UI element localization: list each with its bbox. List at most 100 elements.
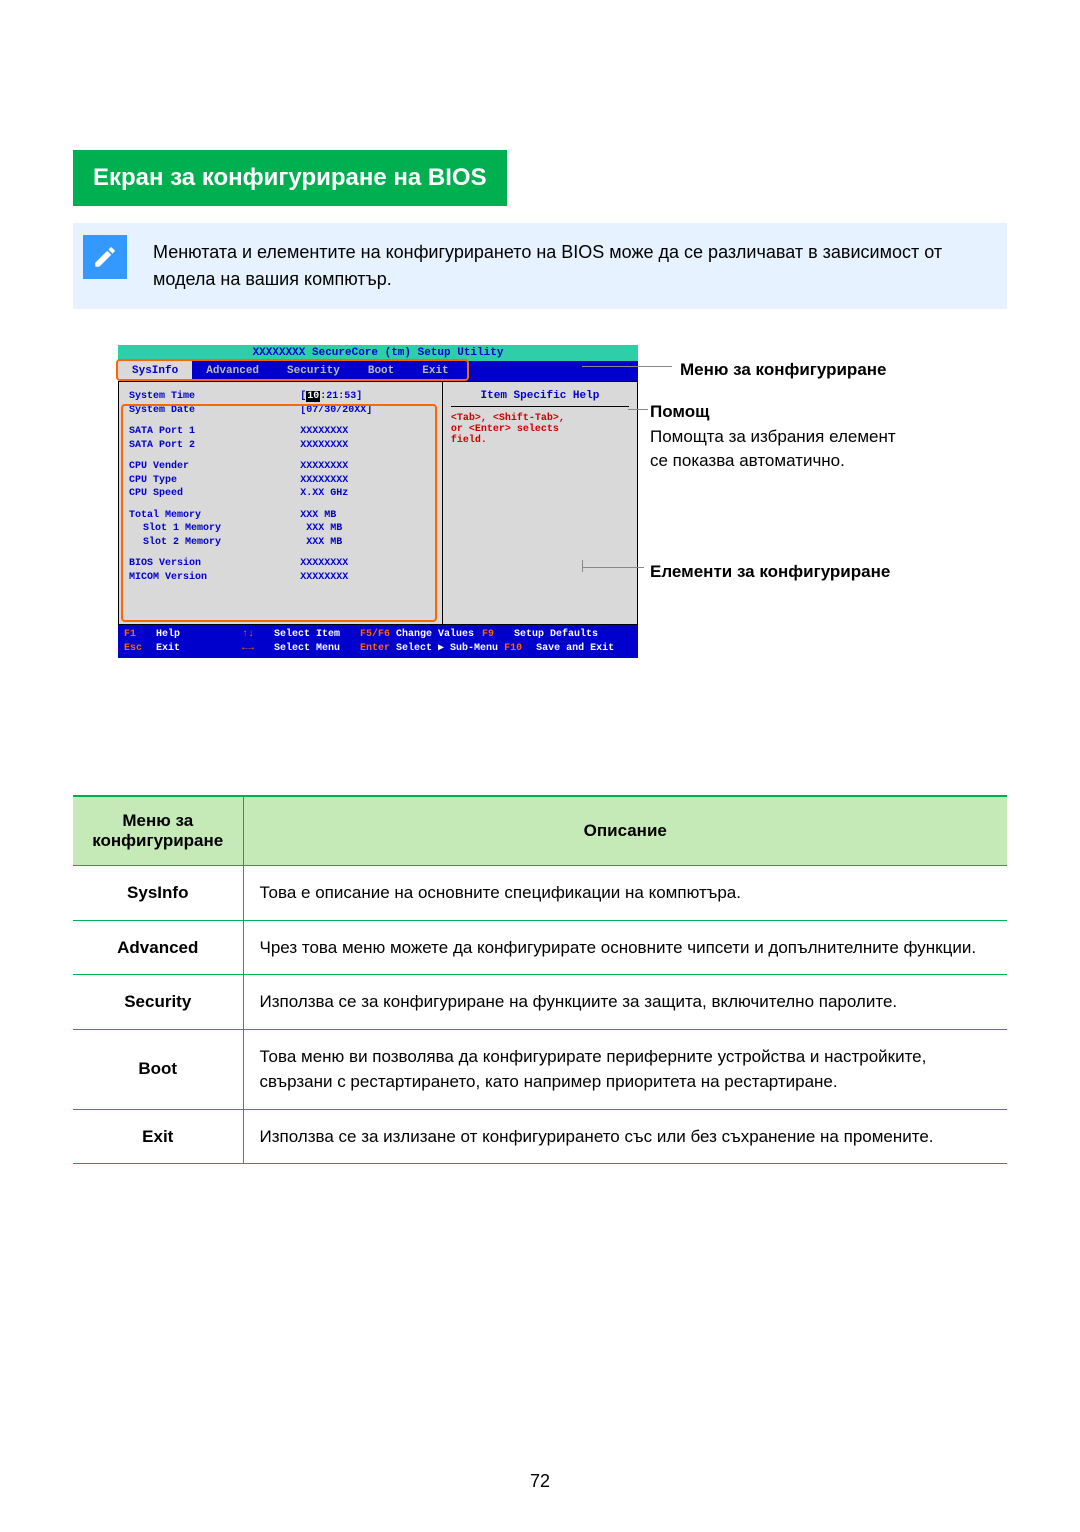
table-row: AdvancedЧрез това меню можете да конфигу… [73,920,1007,975]
bios-help-panel: Item Specific Help <Tab>, <Shift-Tab>,or… [443,382,637,624]
bios-footer-label: Exit [156,642,236,656]
bios-row-value: XXXXXXXX [300,557,432,571]
bios-row-key: CPU Type [129,474,300,488]
table-row: BootТова меню ви позволява да конфигурир… [73,1029,1007,1109]
table-cell-desc: Използва се за конфигуриране на функциит… [243,975,1007,1030]
bios-footer-key: Esc [124,642,150,656]
bios-help-title: Item Specific Help [451,390,629,407]
bios-row-value: XXXXXXXX [300,425,432,439]
bios-row: Total MemoryXXX MB [129,509,432,523]
table-cell-menu: Exit [73,1109,243,1164]
bios-row-value: XXXXXXXX [300,439,432,453]
bios-row-key: System Time [129,390,300,404]
anno-help-body: Помощта за избрания елемент се показва а… [650,425,910,473]
bios-footer-label: Select ▶ Sub-Menu [396,642,498,656]
bios-footer-key: F1 [124,628,150,642]
bios-help-line: field. [451,435,629,446]
bios-row-value: XXXXXXXX [300,571,432,585]
bios-row-key: Slot 2 Memory [129,536,306,550]
bios-footer-key: F9 [482,628,508,642]
bios-tab-sysinfo[interactable]: SysInfo [118,361,192,381]
anno-items-title: Елементи за конфигуриране [650,560,910,584]
bios-row-key: BIOS Version [129,557,300,571]
bios-footer-key: Enter [360,642,390,656]
bios-help-line: or <Enter> selects [451,424,629,435]
table-row: SysInfoТова е описание на основните спец… [73,866,1007,921]
bios-row: SATA Port 1XXXXXXXX [129,425,432,439]
table-cell-desc: Това е описание на основните спецификаци… [243,866,1007,921]
table-row: ExitИзползва се за излизане от конфигури… [73,1109,1007,1164]
bios-row: SATA Port 2XXXXXXXX [129,439,432,453]
bios-footer-label: Change Values [396,628,476,642]
bios-help-line: <Tab>, <Shift-Tab>, [451,413,629,424]
anno-help-text: Помощта за избрания елемент се показва а… [650,427,896,470]
bios-row-value: [07/30/20XX] [300,404,432,418]
table-cell-desc: Чрез това меню можете да конфигурирате о… [243,920,1007,975]
bios-area: XXXXXXXX SecureCore (tm) Setup Utility S… [118,345,888,658]
bios-row-key: System Date [129,404,300,418]
pencil-icon [83,235,127,279]
desc-table: Меню за конфигуриране Описание SysInfoТо… [73,795,1007,1164]
bios-tab-boot[interactable]: Boot [354,365,408,377]
anno-items: Елементи за конфигуриране [650,560,910,584]
bios-row-value: XXXXXXXX [300,460,432,474]
bios-footer-key: F5/F6 [360,628,390,642]
page-title: Екран за конфигуриране на BIOS [73,150,507,206]
bios-tab-security[interactable]: Security [273,365,354,377]
bios-row: Slot 2 MemoryXXX MB [129,536,432,550]
bios-row-value: XXX MB [306,522,432,536]
bios-row-key: Slot 1 Memory [129,522,306,536]
note-text: Менютата и елементите на конфигурирането… [153,239,987,293]
bios-row: System Time[10:21:53] [129,390,432,404]
anno-menu-title: Меню за конфигуриране [680,360,887,379]
bios-footer-key: ↑↓ [242,628,268,642]
bios-row: Slot 1 MemoryXXX MB [129,522,432,536]
table-cell-desc: Използва се за излизане от конфигуриране… [243,1109,1007,1164]
anno-help-title-label: Помощ [650,402,709,421]
bios-row-key: SATA Port 2 [129,439,300,453]
page-number: 72 [0,1471,1080,1492]
th-desc: Описание [243,796,1007,866]
table-cell-menu: Advanced [73,920,243,975]
bios-footer-label: Save and Exit [536,642,616,656]
bios-footer-key: ←→ [242,642,268,656]
bios-tab-exit[interactable]: Exit [408,365,462,377]
anno-help-title: Помощ [650,400,709,424]
table-row: SecurityИзползва се за конфигуриране на … [73,975,1007,1030]
bios-footer-label: Setup Defaults [514,628,598,642]
table-cell-menu: Boot [73,1029,243,1109]
bios-row-value: X.XX GHz [300,487,432,501]
callout-tick [582,560,583,572]
anno-menu: Меню за конфигуриране [680,358,887,382]
callout-line [582,366,672,367]
bios-footer-row: F1Help↑↓Select ItemF5/F6Change ValuesF9S… [124,628,632,642]
bios-row-key: CPU Vender [129,460,300,474]
bios-footer: F1Help↑↓Select ItemF5/F6Change ValuesF9S… [118,625,638,658]
callout-line [582,567,644,568]
bios-row: CPU SpeedX.XX GHz [129,487,432,501]
table-cell-desc: Това меню ви позволява да конфигурирате … [243,1029,1007,1109]
bios-footer-row: Esc Exit ←→ Select Menu Enter Select ▶ Sub-Me… [124,642,632,656]
table-cell-menu: SysInfo [73,866,243,921]
th-menu: Меню за конфигуриране [73,796,243,866]
bios-row: MICOM VersionXXXXXXXX [129,571,432,585]
bios-row: CPU VenderXXXXXXXX [129,460,432,474]
note-box: Менютата и елементите на конфигурирането… [73,223,1007,309]
callout-line [628,409,648,410]
bios-footer-key: F10 [504,642,530,656]
bios-row-value: [10:21:53] [300,390,432,404]
bios-footer-label: Select Item [274,628,354,642]
bios-row-key: MICOM Version [129,571,300,585]
bios-tab-advanced[interactable]: Advanced [192,365,273,377]
bios-row-key: CPU Speed [129,487,300,501]
bios-footer-label: Select Menu [274,642,354,656]
bios-window: XXXXXXXX SecureCore (tm) Setup Utility S… [118,345,638,658]
bios-row: System Date[07/30/20XX] [129,404,432,418]
bios-row: CPU TypeXXXXXXXX [129,474,432,488]
bios-row-value: XXXXXXXX [300,474,432,488]
bios-tabs: SysInfoAdvancedSecurityBootExit [118,361,638,381]
bios-main: System Time[10:21:53]System Date[07/30/2… [118,381,638,625]
table-cell-menu: Security [73,975,243,1030]
bios-title: XXXXXXXX SecureCore (tm) Setup Utility [118,345,638,361]
bios-left-panel: System Time[10:21:53]System Date[07/30/2… [119,382,443,624]
